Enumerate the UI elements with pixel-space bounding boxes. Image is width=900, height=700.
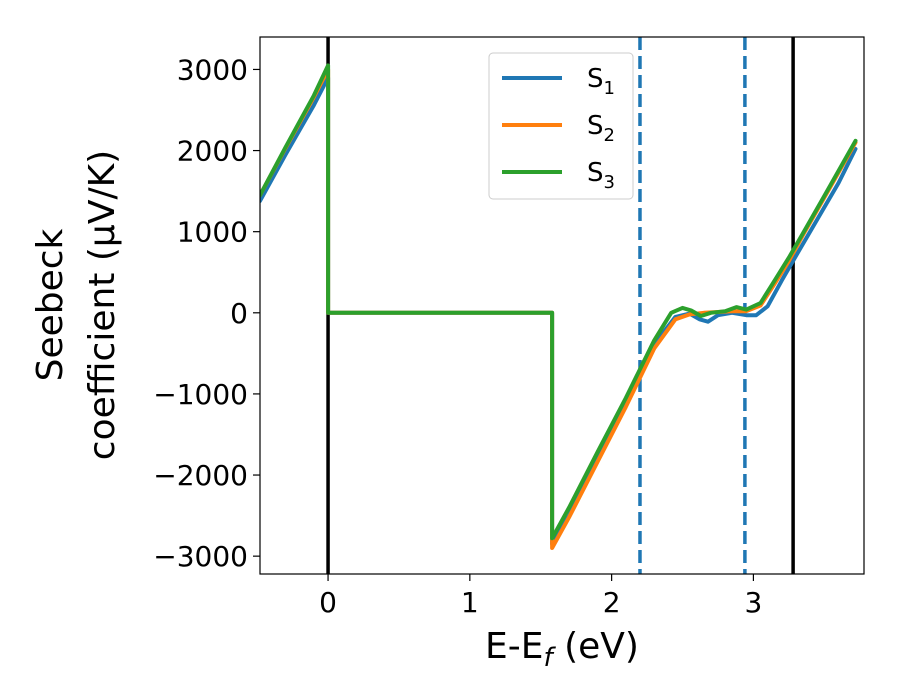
- x-tick-label: 2: [603, 586, 621, 619]
- y-axis-label: Seebeck coefficient (μV/K): [30, 150, 123, 460]
- y-tick-label: 1000: [177, 216, 248, 249]
- x-tick-label: 0: [319, 586, 337, 619]
- x-tick-label: 3: [744, 586, 762, 619]
- x-tick-label: 1: [461, 586, 479, 619]
- y-tick-label: −2000: [153, 459, 248, 492]
- y-tick-label: 3000: [177, 53, 248, 86]
- y-tick-label: −1000: [153, 378, 248, 411]
- y-axis-label-line2: coefficient (μV/K): [82, 150, 123, 460]
- series-line-S3: [260, 63, 858, 541]
- y-tick-label: 0: [230, 297, 248, 330]
- y-axis-label-line1: Seebeck: [30, 228, 71, 381]
- series-lines: [260, 63, 858, 550]
- y-tick-label: 2000: [177, 135, 248, 168]
- axes-frame: [259, 36, 865, 575]
- legend-label-S1: S1: [587, 64, 615, 99]
- legend: S1 S2 S3: [488, 52, 634, 200]
- x-axis-label: E-Ef (eV): [485, 626, 639, 673]
- y-tick-label: −3000: [153, 540, 248, 573]
- legend-label-S3: S3: [587, 158, 615, 193]
- legend-label-S2: S2: [587, 111, 615, 146]
- ticks: 0 1 2 3 −3000 −2000 −1000 0 1000 2000 3000: [153, 53, 762, 619]
